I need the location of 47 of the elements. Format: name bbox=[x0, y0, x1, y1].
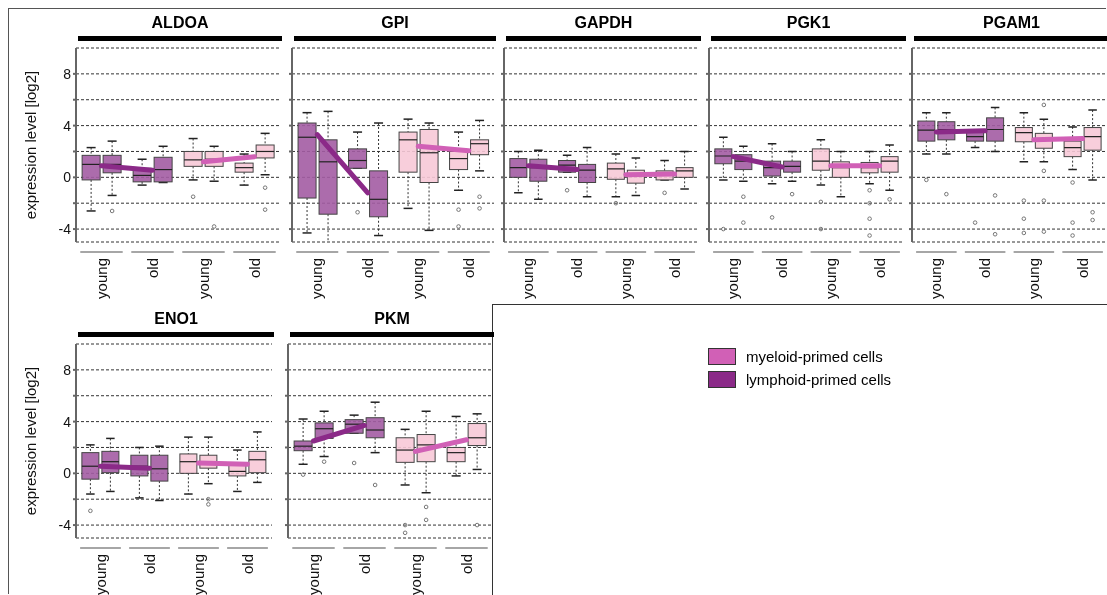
x-tick-label: young bbox=[92, 258, 110, 299]
legend-label: lymphoid-primed cells bbox=[746, 371, 892, 388]
y-axis-title: expression level [log2] bbox=[21, 70, 39, 220]
x-tick-label: young bbox=[616, 258, 634, 299]
x-tick-label: young bbox=[304, 554, 322, 595]
x-tick-label: old bbox=[358, 258, 376, 279]
x-tick-label: young bbox=[519, 258, 537, 299]
x-tick-label: young bbox=[724, 258, 742, 299]
chart-title: PKM bbox=[373, 310, 411, 328]
x-tick-label: old bbox=[457, 554, 475, 575]
x-tick-label: young bbox=[308, 258, 326, 299]
x-tick-label: young bbox=[406, 554, 424, 595]
x-tick-label: old bbox=[245, 258, 263, 279]
chart-title: ALDOA bbox=[150, 14, 210, 32]
x-tick-label: old bbox=[1073, 258, 1091, 279]
x-tick-label: young bbox=[189, 554, 207, 595]
x-tick-label: young bbox=[1024, 258, 1042, 299]
x-tick-label: young bbox=[91, 554, 109, 595]
chart-title: GAPDH bbox=[573, 14, 634, 32]
chart-title: PGK1 bbox=[785, 14, 832, 32]
x-tick-label: young bbox=[927, 258, 945, 299]
x-tick-label: old bbox=[143, 258, 161, 279]
x-tick-label: old bbox=[976, 258, 994, 279]
y-tick-label: 4 bbox=[63, 413, 72, 430]
x-tick-label: young bbox=[821, 258, 839, 299]
y-tick-label: 0 bbox=[63, 169, 72, 186]
y-tick-label: 8 bbox=[63, 65, 72, 82]
x-tick-label: old bbox=[238, 554, 256, 575]
chart-title: PGAM1 bbox=[982, 14, 1041, 32]
x-tick-label: old bbox=[140, 554, 158, 575]
x-tick-label: old bbox=[568, 258, 586, 279]
legend-label: myeloid-primed cells bbox=[746, 348, 883, 365]
chart-title: GPI bbox=[380, 14, 410, 32]
x-tick-label: old bbox=[665, 258, 683, 279]
x-tick-label: young bbox=[194, 258, 212, 299]
x-tick-label: young bbox=[409, 258, 427, 299]
y-tick-label: 8 bbox=[63, 361, 72, 378]
y-tick-label: -4 bbox=[58, 221, 72, 238]
x-tick-label: old bbox=[355, 554, 373, 575]
chart-title: ENO1 bbox=[153, 310, 199, 328]
x-tick-label: old bbox=[870, 258, 888, 279]
y-axis-title: expression level [log2] bbox=[21, 366, 39, 516]
x-tick-label: old bbox=[773, 258, 791, 279]
x-tick-label: old bbox=[459, 258, 477, 279]
y-tick-label: -4 bbox=[58, 517, 72, 534]
y-tick-label: 0 bbox=[63, 465, 72, 482]
y-tick-label: 4 bbox=[63, 117, 72, 134]
